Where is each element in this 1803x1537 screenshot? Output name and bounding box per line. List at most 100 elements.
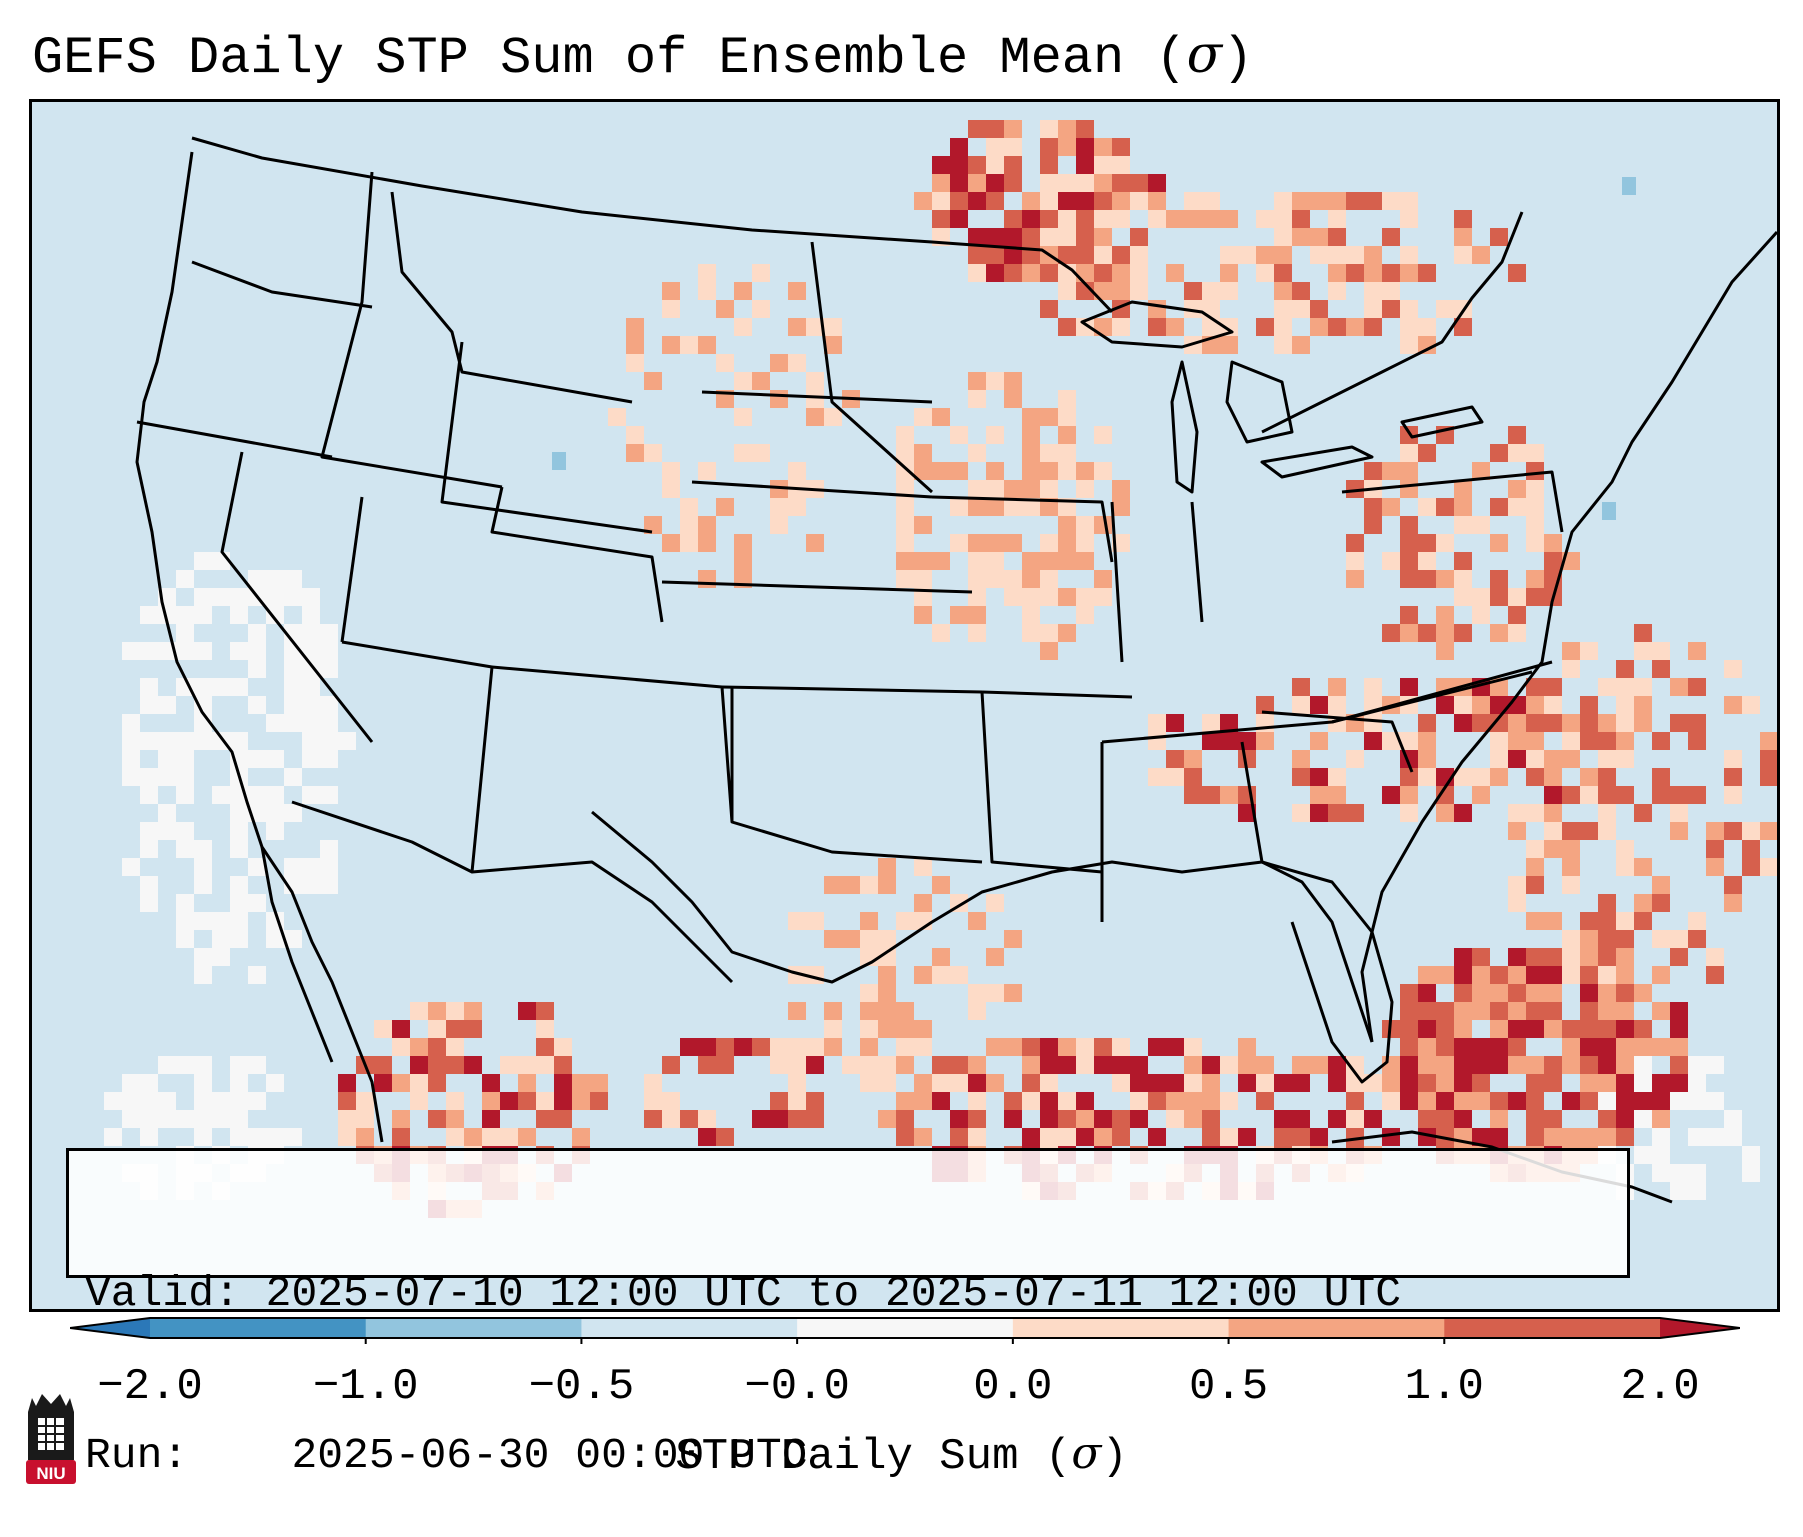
stp-field-cell [914,1020,932,1038]
stp-field-cell [1616,1002,1634,1020]
stp-field-cell [1418,1110,1436,1128]
stp-field-cell [1562,1092,1580,1110]
stp-field-cell [1544,750,1562,768]
stp-field-cell [968,1128,986,1146]
colorbar-label-close: ) [1101,1432,1128,1482]
stp-field-cell [1040,552,1058,570]
stp-field-cell [1616,786,1634,804]
stp-field-cell [1346,318,1364,336]
stp-field-cell [770,390,788,408]
stp-field-cell [572,1128,590,1146]
stp-field-cell [1400,534,1418,552]
stp-field-cell [1328,1074,1346,1092]
stp-field-cell [1472,1038,1490,1056]
stp-field-cell [1526,714,1544,732]
stp-field-cell [986,462,1004,480]
stp-field-cell [1526,696,1544,714]
stp-field-cell [698,282,716,300]
stp-field-cell [1148,174,1166,192]
stp-field-cell [1094,588,1112,606]
stp-field-cell [914,444,932,462]
stp-field-cell [1490,966,1508,984]
stp-field-cell [392,1128,410,1146]
stp-field-cell [1094,192,1112,210]
stp-field-cell [302,678,320,696]
stp-field-cell [1760,858,1777,876]
stp-field-cell [716,1038,734,1056]
stp-field-cell [1760,822,1777,840]
stp-field-cell [518,1074,536,1092]
stp-field-cell [1400,336,1418,354]
stp-field-cell [1436,642,1454,660]
stp-field-cell [158,768,176,786]
stp-field-cell [122,750,140,768]
stp-field-cell [1526,498,1544,516]
stp-field-cell [1418,966,1436,984]
stp-field-cell [1346,480,1364,498]
stp-field-cell [1040,624,1058,642]
stp-field-cell [230,876,248,894]
stp-field-cell [824,1020,842,1038]
logo-red-band [26,1460,76,1484]
lake-huron [1225,360,1294,444]
stp-field-cell [1454,714,1472,732]
stp-field-cell [1130,1092,1148,1110]
stp-field-cell [1040,228,1058,246]
stp-field-cell [176,732,194,750]
baja-coastline [260,846,334,1063]
state-line-oh-in [1190,501,1204,623]
colorbar-label-text: STP Daily Sum ( [675,1432,1072,1482]
stp-field-cell [1022,498,1040,516]
stp-field-cell [1544,804,1562,822]
stp-field-cell [1724,1110,1742,1128]
state-line-va-nc [1331,660,1553,724]
stp-field-cell [1490,732,1508,750]
stp-field-cell [464,1002,482,1020]
stp-field-cell [176,912,194,930]
stp-field-cell [464,1020,482,1038]
stp-field-cell [1418,1002,1436,1020]
stp-field-cell [1058,210,1076,228]
stp-field-cell [1076,246,1094,264]
stp-field-cell [1040,192,1058,210]
stp-field-cell [1418,984,1436,1002]
stp-field-cell [968,228,986,246]
stp-field-cell [194,1056,212,1074]
stp-field-cell [644,372,662,390]
stp-field-cell [1382,552,1400,570]
stp-field-cell [1418,1056,1436,1074]
stp-field-cell [806,1056,824,1074]
stp-field-cell [1166,714,1184,732]
stp-field-cell [896,1020,914,1038]
stp-field-cell [788,1074,806,1092]
stp-field-cell [1580,714,1598,732]
stp-field-cell [716,300,734,318]
stp-field-cell [1616,1128,1634,1146]
stp-field-cell [680,516,698,534]
stp-field-cell [1508,966,1526,984]
stp-field-cell [986,570,1004,588]
stp-field-cell [1130,1074,1148,1092]
stp-field-cell [1652,642,1670,660]
stp-field-cell [788,462,806,480]
stp-field-cell [1418,1020,1436,1038]
stp-field-cell [1400,768,1418,786]
stp-field-cell [914,966,932,984]
stp-field-cell [968,246,986,264]
stp-field-cell [1670,1074,1688,1092]
stp-field-cell [1094,264,1112,282]
stp-field-cell [1706,822,1724,840]
stp-field-cell [1112,210,1130,228]
stp-field-cell [806,1092,824,1110]
stp-field-cell [1526,516,1544,534]
stp-field-cell [1598,732,1616,750]
stp-field-cell [1436,570,1454,588]
stp-field-cell [986,948,1004,966]
stp-field-cell [1760,750,1777,768]
stp-field-cell [1688,642,1706,660]
stp-field-cell [1202,1092,1220,1110]
stp-field-cell [1490,768,1508,786]
stp-field-cell [158,642,176,660]
stp-field-cell [554,1092,572,1110]
stp-field-cell [1310,318,1328,336]
